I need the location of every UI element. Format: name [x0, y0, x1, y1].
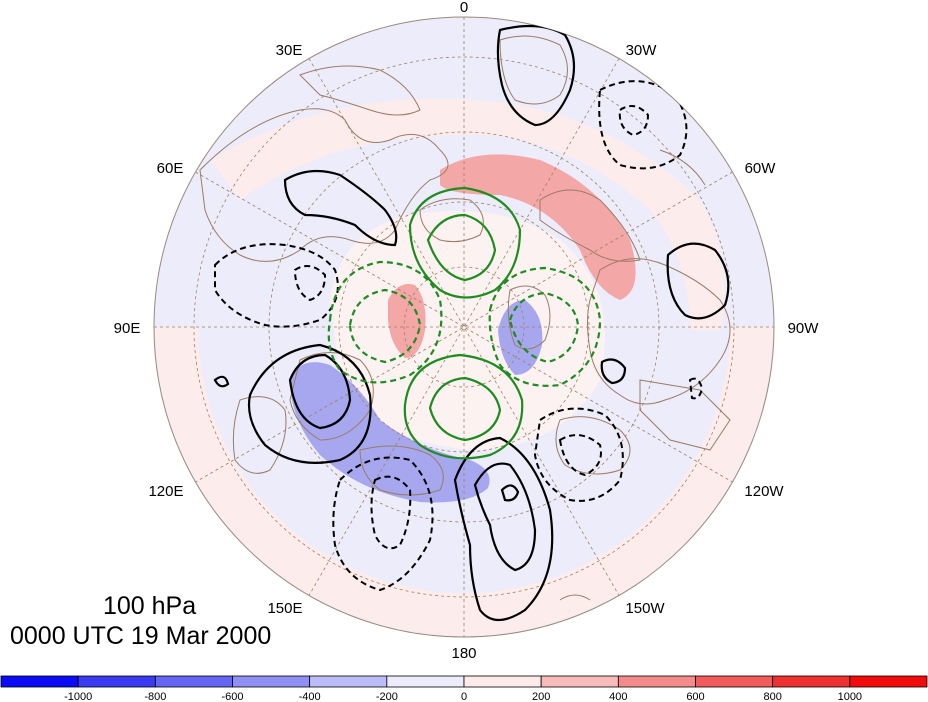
weak-positive-band: [155, 327, 773, 636]
graticule: [154, 17, 774, 637]
colorbar-tick-label: 600: [686, 691, 704, 702]
colorbar-box: [540, 675, 619, 688]
colorbar-box: [154, 675, 233, 688]
polar-stereographic-map: 0 30E 30W 60E 60W 90E 90W 120E 120W 150E…: [114, 0, 820, 662]
colorbar-box: [309, 675, 388, 688]
colorbar-box: [77, 675, 156, 688]
colorbar-tick-label: -800: [144, 691, 166, 702]
negative-contours: [214, 80, 704, 592]
lon-label-30w: 30W: [626, 42, 658, 59]
pressure-level-caption: 100 hPa: [103, 592, 197, 620]
colorbar-tick-label: 0: [461, 691, 467, 702]
lon-label-120e: 120E: [148, 483, 183, 500]
colorbar-boxes: [0, 675, 928, 688]
colorbar-tick-label: -600: [221, 691, 243, 702]
colorbar-tick-label: 800: [763, 691, 781, 702]
coastlines: [199, 35, 731, 601]
colorbar-tick-label: 400: [609, 691, 627, 702]
colorbar-tick-label: 1000: [838, 691, 862, 702]
green-dashed-contours: [327, 260, 602, 387]
lon-label-150e: 150E: [267, 600, 302, 617]
lon-label-90w: 90W: [788, 320, 820, 337]
colorbar-tick-label: 200: [532, 691, 550, 702]
colorbar-box: [0, 675, 79, 688]
colorbar-box: [386, 675, 465, 688]
colorbar-box: [617, 675, 696, 688]
lon-label-180: 180: [451, 645, 476, 662]
colorbar: -1000 -800 -600 -400 -200 0 200 400 600 800 1000: [0, 675, 928, 702]
colorbar-box: [232, 675, 311, 688]
colorbar-box: [849, 675, 928, 688]
colorbar-box: [463, 675, 542, 688]
longitude-labels: 0 30E 30W 60E 60W 90E 90W 120E 120W 150E…: [114, 0, 820, 662]
lon-label-150w: 150W: [625, 600, 665, 617]
lon-label-120w: 120W: [744, 483, 784, 500]
weak-positive-band-upper: [210, 98, 725, 330]
colorbar-tick-label: -200: [376, 691, 398, 702]
colorbar-box: [695, 675, 774, 688]
colorbar-tick-label: -1000: [64, 691, 92, 702]
lon-label-30e: 30E: [276, 42, 303, 59]
weak-positive-center: [330, 210, 605, 450]
lon-label-60w: 60W: [745, 160, 777, 177]
valid-time-caption: 0000 UTC 19 Mar 2000: [10, 622, 272, 650]
lon-label-0: 0: [460, 0, 468, 16]
green-solid-contours: [403, 186, 524, 460]
colorbar-ticks: -1000 -800 -600 -400 -200 0 200 400 600 800 1000: [64, 691, 862, 702]
positive-anomaly-atlantic: [440, 154, 636, 300]
colorbar-box: [772, 675, 851, 688]
colorbar-tick-label: -400: [299, 691, 321, 702]
lon-label-90e: 90E: [114, 320, 141, 337]
negative-anomaly-siberia: [290, 362, 490, 503]
lon-label-60e: 60E: [157, 160, 184, 177]
